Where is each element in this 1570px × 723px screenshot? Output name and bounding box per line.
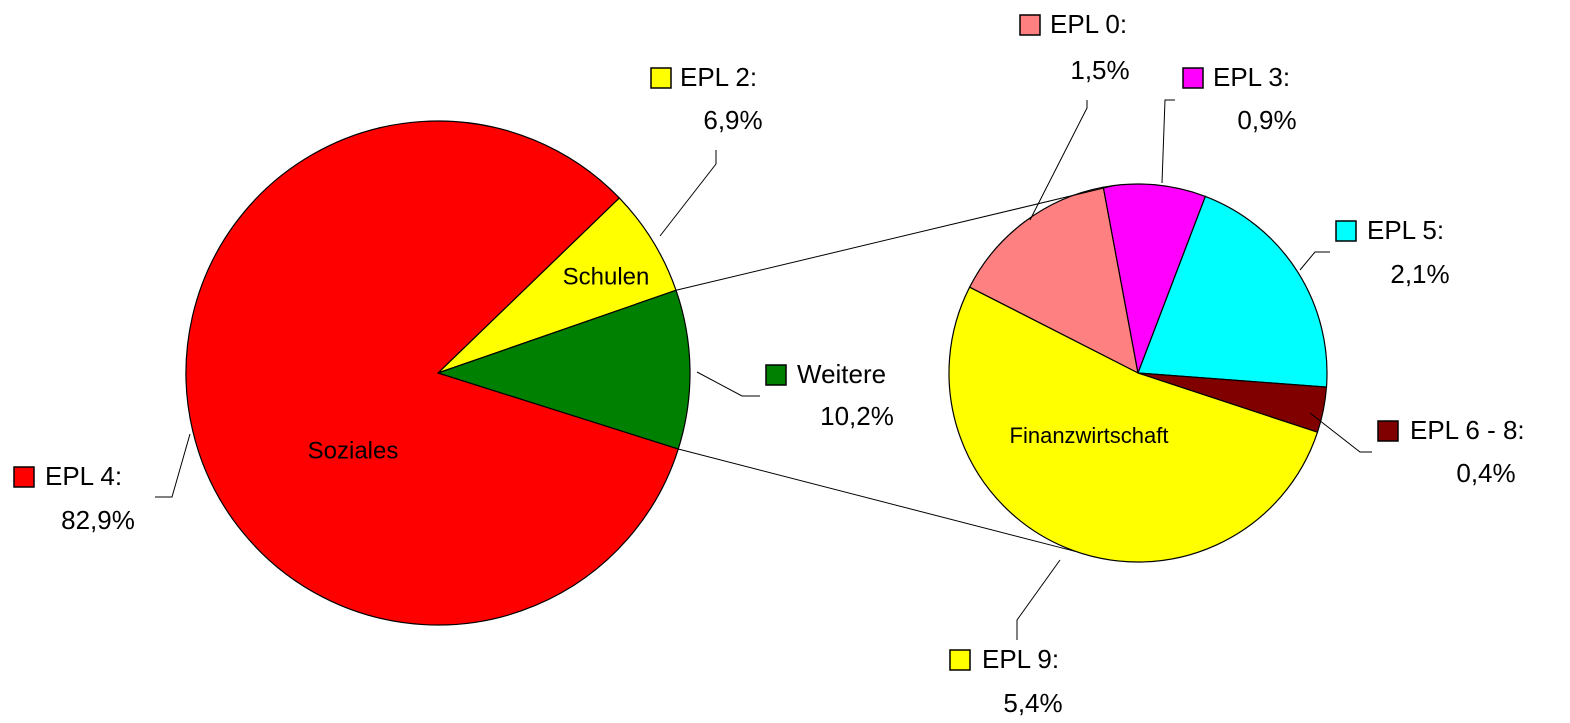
leader-line (696, 371, 760, 397)
legend-swatch (13, 466, 35, 488)
connector-line (678, 448, 1077, 553)
category-label: EPL 4: (45, 461, 122, 491)
leader-line (659, 150, 717, 237)
value-label: 10,2% (820, 401, 894, 431)
pie-slice (185, 120, 680, 626)
legend-swatch (650, 67, 672, 89)
leader-line (1029, 100, 1088, 221)
legend-swatch (1335, 220, 1357, 242)
slice-label: Schulen (563, 263, 650, 290)
slice-label: Soziales (308, 437, 399, 464)
value-label: 5,4% (1003, 688, 1062, 718)
pie-slice (948, 286, 1319, 563)
leader-line (1299, 251, 1330, 271)
legend-swatch (1377, 420, 1399, 442)
value-label: 2,1% (1390, 259, 1449, 289)
category-label: EPL 6 - 8: (1410, 415, 1525, 445)
connector-line (675, 184, 1116, 291)
pie-slice (968, 186, 1139, 375)
pie-slice (1137, 195, 1328, 388)
legend-swatch (949, 649, 971, 671)
value-label: 6,9% (703, 105, 762, 135)
pie-slice (437, 197, 677, 374)
leader-line (1016, 559, 1061, 640)
legend-swatch (1182, 67, 1204, 89)
value-label: 1,5% (1070, 55, 1129, 85)
category-label: EPL 3: (1213, 62, 1290, 92)
leader-line (1309, 412, 1372, 453)
category-label: Weitere (797, 359, 886, 389)
category-label: EPL 9: (982, 644, 1059, 674)
category-label: EPL 2: (680, 62, 757, 92)
leader-line (1161, 99, 1175, 184)
pie-slice (436, 289, 691, 450)
legend-swatch (765, 364, 787, 386)
value-label: 82,9% (61, 505, 135, 535)
category-label: EPL 5: (1367, 215, 1444, 245)
category-label: EPL 0: (1050, 9, 1127, 39)
leader-line (155, 433, 191, 498)
legend-swatch (1019, 14, 1041, 36)
value-label: 0,4% (1456, 458, 1515, 488)
pie-slice (1102, 183, 1207, 376)
value-label: 0,9% (1237, 105, 1296, 135)
annotation: Finanzwirtschaft (1010, 423, 1169, 448)
